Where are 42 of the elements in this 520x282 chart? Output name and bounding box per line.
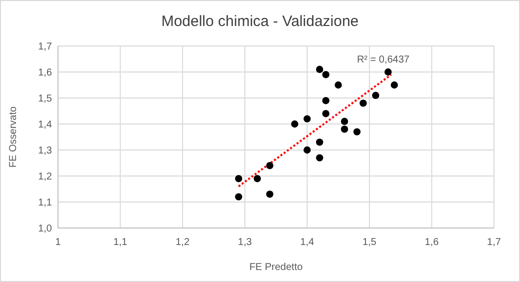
x-tick-label: 1,1 [113, 237, 128, 248]
y-tick-label: 1,4 [38, 120, 52, 130]
point [304, 115, 311, 122]
point [266, 162, 274, 170]
chart-title: Modello chimica - Validazione [161, 13, 359, 30]
point [322, 71, 330, 78]
x-tick-label: 1,7 [487, 237, 502, 248]
point [334, 81, 342, 89]
x-tick-label: 1,3 [238, 237, 252, 248]
point [235, 175, 242, 182]
y-axis-title: FE Osservato [8, 106, 19, 168]
point [316, 66, 324, 73]
point [372, 92, 380, 99]
point [353, 128, 361, 136]
point [384, 68, 392, 76]
y-tick-label: 1,7 [38, 42, 52, 52]
point [340, 118, 348, 125]
y-tick-label: 1,6 [38, 68, 52, 78]
point [254, 175, 261, 182]
x-tick-label: 1,4 [300, 237, 315, 248]
point [304, 146, 311, 154]
y-tick-label: 1,2 [38, 172, 52, 182]
point [340, 126, 348, 133]
y-tick-label: 1,0 [38, 224, 52, 234]
point [291, 120, 298, 128]
x-tick-label: 1 [55, 237, 62, 248]
x-tick-label: 1,6 [424, 237, 440, 248]
y-tick-label: 1,1 [38, 198, 52, 208]
point [390, 81, 398, 89]
point [235, 193, 242, 200]
point [322, 110, 330, 118]
point [360, 100, 367, 107]
point [322, 97, 330, 104]
x-axis-title: FE Predetto [249, 262, 304, 273]
y-tick-label: 1,3 [38, 146, 52, 156]
point [266, 190, 274, 198]
x-tick-label: 1,2 [176, 237, 190, 248]
point [316, 138, 324, 146]
x-tick-label: 1,5 [362, 237, 377, 248]
annotation: R² = 0,6437 [356, 54, 410, 66]
point [316, 154, 324, 162]
y-tick-label: 1,5 [38, 94, 52, 104]
